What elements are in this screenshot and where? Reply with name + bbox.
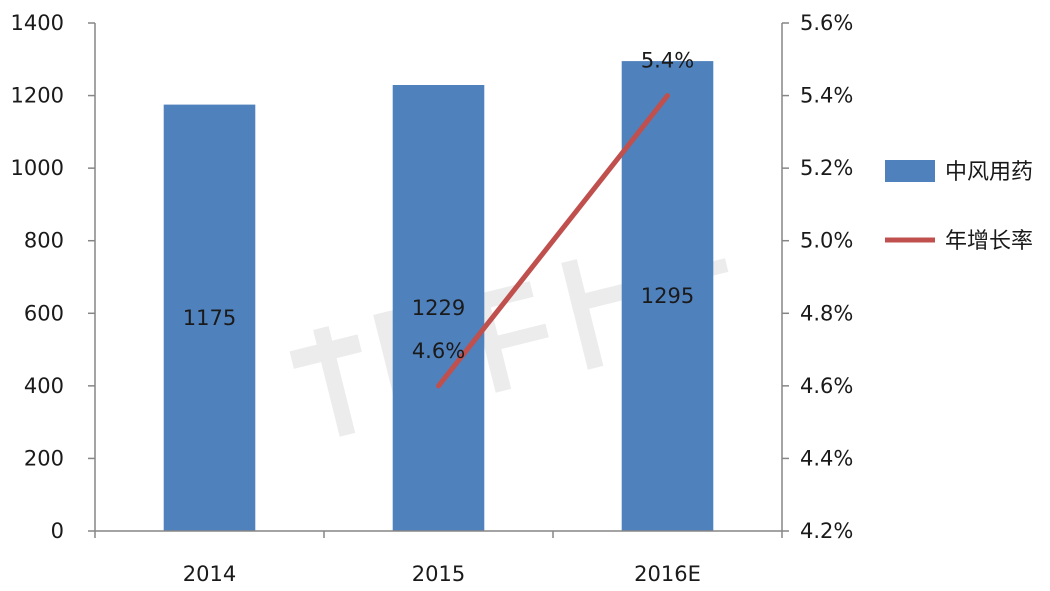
growth-rate-line — [436, 93, 670, 389]
y-right-tick-label: 5.2% — [800, 156, 853, 180]
line-layer — [436, 93, 670, 389]
line-data-label-2016E: 5.4% — [641, 49, 694, 73]
line-data-label-2015: 4.6% — [412, 339, 465, 363]
bar-2014 — [163, 104, 256, 531]
bar-2015 — [392, 85, 485, 531]
bar-data-label-2014: 1175 — [183, 306, 236, 330]
y-left-tick-label: 1000 — [11, 156, 64, 180]
legend-label-bar: 中风用药 — [945, 160, 1033, 185]
y-right-tick-label: 4.4% — [800, 446, 853, 470]
y-right-tick-label: 5.0% — [800, 229, 853, 253]
legend-label-line: 年增长率 — [945, 229, 1033, 254]
bars-layer — [163, 61, 714, 531]
axes-layer: 0 200 400 600 800 1000 1200 1400 4.2% 4.4% 4.6% 4.8… — [11, 11, 854, 586]
y-left-tick-label: 400 — [24, 374, 64, 398]
bar-2016E — [621, 61, 714, 531]
y-right-tick-label: 4.8% — [800, 301, 853, 325]
y-left-tick-label: 600 — [24, 301, 64, 325]
y-right-tick-label: 5.6% — [800, 11, 853, 35]
x-tick-label-2016E: 2016E — [634, 562, 701, 586]
legend-swatch-bar — [885, 160, 935, 182]
y-right-tick-label: 4.6% — [800, 374, 853, 398]
labels-layer: 1175 1229 1295 4.6% 5.4% — [183, 49, 694, 363]
y-left-tick-label: 1400 — [11, 11, 64, 35]
y-left-tick-label: 200 — [24, 446, 64, 470]
bar-data-label-2015: 1229 — [412, 296, 465, 320]
y-left-tick-label: 0 — [51, 519, 64, 543]
y-left-tick-label: 800 — [24, 229, 64, 253]
bar-data-label-2016E: 1295 — [641, 284, 694, 308]
x-tick-label-2014: 2014 — [183, 562, 236, 586]
x-tick-label-2015: 2015 — [412, 562, 465, 586]
y-left-tick-label: 1200 — [11, 84, 64, 108]
y-right-tick-label: 4.2% — [800, 519, 853, 543]
y-right-tick-label: 5.4% — [800, 84, 853, 108]
